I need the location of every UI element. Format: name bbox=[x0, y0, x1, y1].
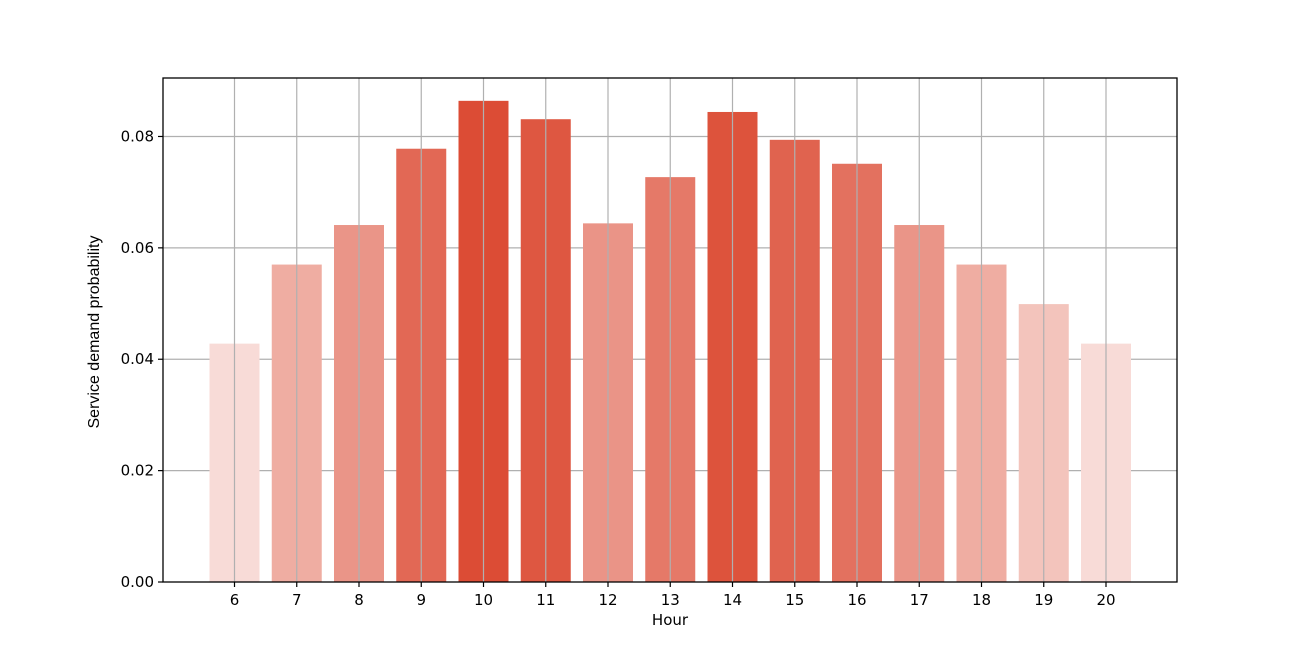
x-tick-label-9: 9 bbox=[416, 591, 426, 609]
x-axis-label: Hour bbox=[652, 611, 689, 629]
y-axis-label: Service demand probability bbox=[86, 236, 103, 429]
x-tick-label-20: 20 bbox=[1096, 591, 1115, 609]
x-tick-label-17: 17 bbox=[910, 591, 929, 609]
y-tick-label-4: 0.08 bbox=[121, 127, 154, 145]
bars-layer bbox=[209, 78, 1131, 583]
y-tick-label-0: 0.00 bbox=[121, 573, 154, 591]
x-tick-label-6: 6 bbox=[230, 591, 240, 609]
x-tick-label-13: 13 bbox=[661, 591, 680, 609]
x-tick-label-10: 10 bbox=[474, 591, 493, 609]
x-tick-label-8: 8 bbox=[354, 591, 364, 609]
x-tick-label-18: 18 bbox=[972, 591, 991, 609]
ticks-layer: 6 7 8 9 10 11 12 13 14 15 16 17 18 19 20 0.00 0.02 0.04 0.… bbox=[121, 127, 1116, 609]
x-tick-label-15: 15 bbox=[785, 591, 804, 609]
y-tick-label-2: 0.04 bbox=[121, 350, 154, 368]
y-tick-label-3: 0.06 bbox=[121, 239, 154, 257]
x-tick-label-14: 14 bbox=[723, 591, 742, 609]
plot-frame bbox=[162, 77, 1178, 583]
x-tick-label-19: 19 bbox=[1034, 591, 1053, 609]
x-tick-label-12: 12 bbox=[598, 591, 617, 609]
x-tick-label-11: 11 bbox=[536, 591, 555, 609]
y-tick-label-1: 0.02 bbox=[121, 462, 154, 480]
x-tick-label-7: 7 bbox=[292, 591, 302, 609]
x-tick-label-16: 16 bbox=[847, 591, 866, 609]
